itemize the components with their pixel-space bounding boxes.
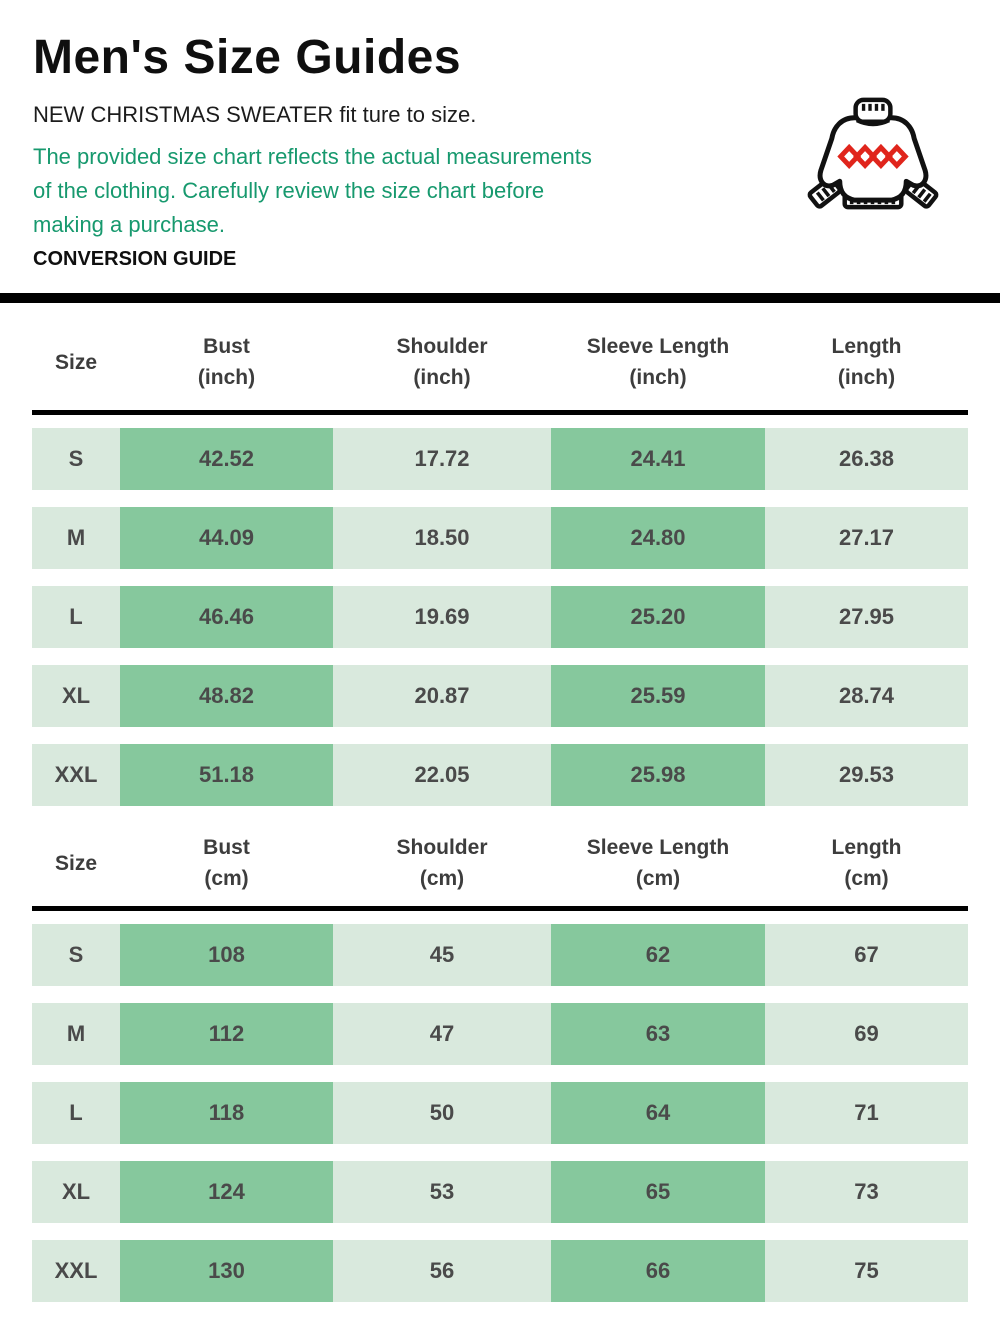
- value-cell: 42.52: [120, 428, 333, 490]
- value-cell: 108: [120, 924, 333, 986]
- column-header: Length (inch): [831, 335, 902, 389]
- subtitle: NEW CHRISTMAS SWEATER fit ture to size.: [33, 102, 477, 127]
- note-text: The provided size chart reflects the act…: [33, 140, 592, 242]
- table-row: S 42.52 17.72 24.41 26.38: [32, 428, 968, 490]
- table-row: XXL 130 56 66 75: [32, 1240, 968, 1302]
- value-cell: 20.87: [333, 665, 551, 727]
- table-row: L 118 50 64 71: [32, 1082, 968, 1144]
- note-line: of the clothing. Carefully review the si…: [33, 178, 545, 203]
- value-cell: 27.95: [765, 586, 968, 648]
- table-header-divider: [32, 906, 968, 911]
- table-header-row: Size Bust (inch) Shoulder (inch) Sleeve Lengt…: [32, 303, 968, 410]
- size-cell: L: [32, 1082, 120, 1144]
- size-cell: L: [32, 586, 120, 648]
- value-cell: 27.17: [765, 507, 968, 569]
- page-title: Men's Size Guides: [33, 31, 462, 84]
- value-cell: 124: [120, 1161, 333, 1223]
- column-header: Size: [54, 350, 98, 374]
- sweater-diamond-pattern: [837, 143, 909, 170]
- value-cell: 51.18: [120, 744, 333, 806]
- table-row: M 112 47 63 69: [32, 1003, 968, 1065]
- table-row: S 108 45 62 67: [32, 924, 968, 986]
- value-cell: 112: [120, 1003, 333, 1065]
- column-header: Shoulder (inch): [396, 335, 488, 389]
- column-header: Bust (inch): [197, 335, 256, 389]
- size-cell: S: [32, 924, 120, 986]
- table-header-row: Size Bust (cm) Shoulder (cm) Sleeve Length (cm…: [32, 807, 968, 906]
- value-cell: 65: [551, 1161, 765, 1223]
- table-row: XL 124 53 65 73: [32, 1161, 968, 1223]
- size-cell: XXL: [32, 744, 120, 806]
- value-cell: 19.69: [333, 586, 551, 648]
- value-cell: 18.50: [333, 507, 551, 569]
- table-rows: S 108 45 62 67 M 112 47 63 69 L 118 50 64 71 XL 124 53 65 7…: [32, 911, 968, 1302]
- value-cell: 25.20: [551, 586, 765, 648]
- table-row: M 44.09 18.50 24.80 27.17: [32, 507, 968, 569]
- size-cell: XL: [32, 665, 120, 727]
- value-cell: 47: [333, 1003, 551, 1065]
- size-table-cm: Size Bust (cm) Shoulder (cm) Sleeve Length (cm…: [32, 807, 968, 1319]
- note-line: The provided size chart reflects the act…: [33, 144, 592, 169]
- christmas-sweater-icon: [807, 97, 939, 210]
- column-header: Sleeve Length (inch): [586, 335, 730, 389]
- value-cell: 50: [333, 1082, 551, 1144]
- value-cell: 22.05: [333, 744, 551, 806]
- size-cell: S: [32, 428, 120, 490]
- value-cell: 62: [551, 924, 765, 986]
- value-cell: 67: [765, 924, 968, 986]
- value-cell: 28.74: [765, 665, 968, 727]
- value-cell: 45: [333, 924, 551, 986]
- value-cell: 26.38: [765, 428, 968, 490]
- value-cell: 75: [765, 1240, 968, 1302]
- column-header: Size: [54, 851, 98, 875]
- note-line: making a purchase.: [33, 212, 225, 237]
- sweater-collar: [853, 97, 893, 127]
- value-cell: 24.41: [551, 428, 765, 490]
- table-row: XXL 51.18 22.05 25.98 29.53: [32, 744, 968, 806]
- table-rows: S 42.52 17.72 24.41 26.38 M 44.09 18.50 24.80 27.…: [32, 415, 968, 806]
- value-cell: 44.09: [120, 507, 333, 569]
- table-header-divider: [32, 410, 968, 415]
- value-cell: 29.53: [765, 744, 968, 806]
- column-header: Sleeve Length (cm): [586, 836, 730, 890]
- value-cell: 46.46: [120, 586, 333, 648]
- value-cell: 48.82: [120, 665, 333, 727]
- value-cell: 24.80: [551, 507, 765, 569]
- value-cell: 25.98: [551, 744, 765, 806]
- value-cell: 17.72: [333, 428, 551, 490]
- value-cell: 73: [765, 1161, 968, 1223]
- divider-bar: [0, 293, 1000, 303]
- column-header: Length (cm): [831, 836, 902, 890]
- value-cell: 130: [120, 1240, 333, 1302]
- column-header: Bust (cm): [203, 836, 250, 890]
- value-cell: 25.59: [551, 665, 765, 727]
- table-row: L 46.46 19.69 25.20 27.95: [32, 586, 968, 648]
- value-cell: 71: [765, 1082, 968, 1144]
- value-cell: 66: [551, 1240, 765, 1302]
- size-table-inch: Size Bust (inch) Shoulder (inch) Sleeve Lengt…: [32, 303, 968, 823]
- size-cell: XL: [32, 1161, 120, 1223]
- size-cell: M: [32, 507, 120, 569]
- value-cell: 118: [120, 1082, 333, 1144]
- table-row: XL 48.82 20.87 25.59 28.74: [32, 665, 968, 727]
- size-cell: XXL: [32, 1240, 120, 1302]
- value-cell: 69: [765, 1003, 968, 1065]
- value-cell: 53: [333, 1161, 551, 1223]
- value-cell: 63: [551, 1003, 765, 1065]
- size-cell: M: [32, 1003, 120, 1065]
- value-cell: 56: [333, 1240, 551, 1302]
- column-header: Shoulder (cm): [396, 836, 488, 890]
- value-cell: 64: [551, 1082, 765, 1144]
- section-label: CONVERSION GUIDE: [33, 248, 237, 270]
